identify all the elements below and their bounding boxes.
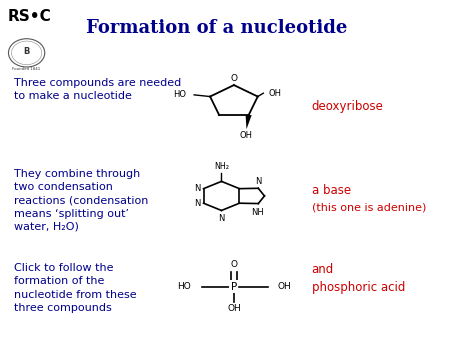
Text: They combine through
two condensation
reactions (condensation
means ‘splitting o: They combine through two condensation re… [14,169,148,232]
Text: a base: a base [312,185,351,197]
Text: Founded 1841: Founded 1841 [13,67,41,71]
Text: O: O [230,74,238,83]
Text: and
phosphoric acid: and phosphoric acid [312,263,405,294]
Text: OH: OH [240,131,253,140]
Text: (this one is adenine): (this one is adenine) [312,203,426,213]
Text: B: B [23,47,30,56]
Text: N: N [218,214,225,223]
Text: N: N [255,176,261,186]
Text: Three compounds are needed
to make a nucleotide: Three compounds are needed to make a nuc… [14,78,181,101]
Text: Formation of a nucleotide: Formation of a nucleotide [86,19,347,37]
Text: N: N [194,184,201,193]
Text: N: N [194,199,201,208]
Text: NH₂: NH₂ [214,162,229,171]
Text: RS•C: RS•C [7,9,51,24]
Text: HO: HO [173,90,186,99]
Text: OH: OH [227,304,241,313]
Text: P: P [231,282,237,292]
Text: HO: HO [177,282,191,291]
Polygon shape [246,115,252,129]
Text: OH: OH [269,89,282,98]
Text: Click to follow the
formation of the
nucleotide from these
three compounds: Click to follow the formation of the nuc… [14,263,136,313]
Text: OH: OH [277,282,291,291]
Text: O: O [230,260,238,269]
Text: deoxyribose: deoxyribose [312,100,383,113]
Text: NH: NH [251,208,264,217]
